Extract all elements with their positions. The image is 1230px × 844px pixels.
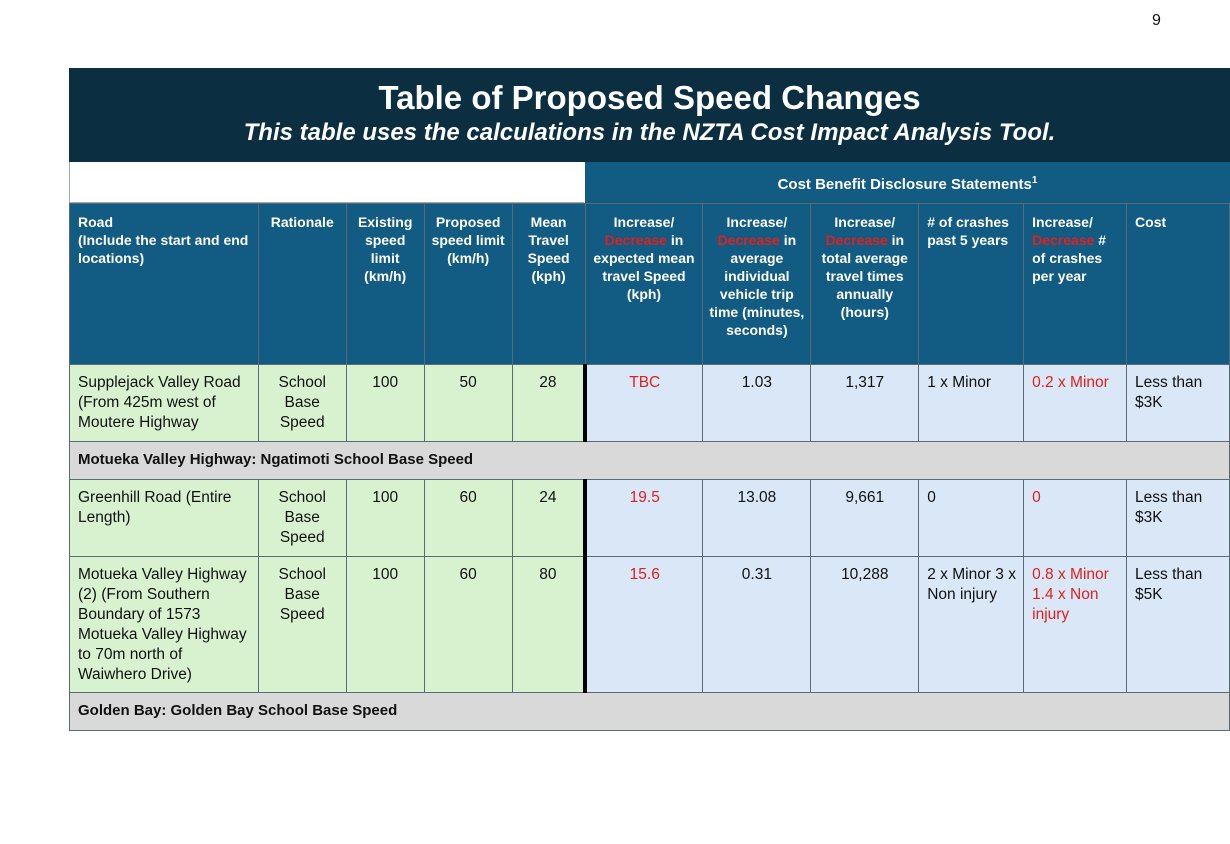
section-heading: Motueka Valley Highway: Ngatimoti School… (69, 441, 1230, 480)
cell-increase-trip: 1.03 (702, 364, 812, 442)
header-increase-rest: in total average travel times annually (… (821, 232, 908, 320)
section-heading: Golden Bay: Golden Bay School Base Speed (69, 692, 1230, 731)
header-existing-speed: Existing speed limit (km/h) (345, 203, 425, 365)
cell-increase-total: 9,661 (810, 479, 920, 557)
header-decrease-label: Decrease (604, 232, 667, 248)
header-cost: Cost (1126, 203, 1230, 365)
cell-proposed: 60 (423, 556, 513, 693)
page-number: 9 (1152, 12, 1161, 29)
header-decrease-label: Decrease (1032, 232, 1095, 248)
header-increase-rest: in expected mean travel Speed (kph) (593, 232, 695, 302)
cell-crashes: 1 x Minor (918, 364, 1025, 442)
cell-existing: 100 (345, 479, 425, 557)
header-increase-rest: in average individual vehicle trip time … (709, 232, 805, 338)
cell-proposed: 60 (423, 479, 513, 557)
cell-cost: Less than $5K (1126, 556, 1230, 693)
header-road-line1: Road (78, 214, 113, 230)
cell-proposed: 50 (423, 364, 513, 442)
header-row: Road (Include the start and end locations… (69, 203, 1230, 365)
header-increase-label: Increase/ (1032, 214, 1093, 230)
cell-rationale: School Base Speed (257, 556, 347, 693)
cell-increase-mean: TBC (583, 364, 704, 442)
header-increase-mean-speed: Increase/Decrease in expected mean trave… (584, 203, 704, 365)
header-road: Road (Include the start and end locations… (69, 203, 259, 365)
cell-cost: Less than $3K (1126, 364, 1230, 442)
speed-changes-table: Road (Include the start and end locations… (69, 203, 1230, 731)
footnote-marker: 1 (1031, 175, 1038, 186)
table-row: Motueka Valley Highway (2) (From Souther… (69, 556, 1230, 693)
header-increase-total-time: Increase/Decrease in total average trave… (810, 203, 920, 365)
header-rationale: Rationale (257, 203, 347, 365)
blank-header-cell (69, 162, 584, 203)
cell-increase-total: 10,288 (810, 556, 920, 693)
cost-benefit-heading: Cost Benefit Disclosure Statements1 (585, 162, 1230, 203)
table-title: Table of Proposed Speed Changes (378, 79, 921, 116)
table-banner: Table of Proposed Speed Changes This tab… (69, 68, 1230, 162)
cell-mean: 28 (511, 364, 586, 442)
cell-increase-total: 1,317 (810, 364, 920, 442)
header-increase-trip-time: Increase/Decrease in average individual … (702, 203, 812, 365)
header-crashes: # of crashes past 5 years (918, 203, 1025, 365)
section-row: Motueka Valley Highway: Ngatimoti School… (69, 441, 1230, 480)
header-increase-rest: # of crashes per year (1032, 232, 1107, 284)
header-increase-label: Increase/ (726, 214, 788, 230)
cell-rationale: School Base Speed (257, 479, 347, 557)
header-decrease-label: Decrease (825, 232, 888, 248)
cell-crashes: 0 (918, 479, 1025, 557)
cell-increase-mean: 15.6 (583, 556, 704, 693)
cell-road: Motueka Valley Highway (2) (From Souther… (69, 556, 259, 693)
cell-rationale: School Base Speed (257, 364, 347, 442)
table-subtitle: This table uses the calculations in the … (243, 119, 1056, 146)
cell-increase-trip: 0.31 (702, 556, 812, 693)
header-decrease-label: Decrease (717, 232, 780, 248)
header-mean-speed: Mean Travel Speed (kph) (511, 203, 586, 365)
cell-mean: 80 (511, 556, 586, 693)
cell-increase-crashes: 0 (1023, 479, 1128, 557)
header-road-line2: (Include the start and end locations) (78, 232, 249, 266)
cell-road: Greenhill Road (Entire Length) (69, 479, 259, 557)
section-row: Golden Bay: Golden Bay School Base Speed (69, 692, 1230, 731)
cell-increase-crashes: 0.8 x Minor 1.4 x Non injury (1023, 556, 1128, 693)
cell-increase-trip: 13.08 (702, 479, 812, 557)
cell-mean: 24 (511, 479, 586, 557)
table-row: Greenhill Road (Entire Length) School Ba… (69, 479, 1230, 557)
header-increase-label: Increase/ (834, 214, 896, 230)
cell-existing: 100 (345, 556, 425, 693)
header-increase-label: Increase/ (613, 214, 675, 230)
cell-existing: 100 (345, 364, 425, 442)
cell-increase-crashes: 0.2 x Minor (1023, 364, 1128, 442)
table-row: Supplejack Valley Road (From 425m west o… (69, 364, 1230, 442)
header-proposed-speed: Proposed speed limit (km/h) (423, 203, 513, 365)
header-increase-crashes: Increase/Decrease # of crashes per year (1023, 203, 1128, 365)
cell-cost: Less than $3K (1126, 479, 1230, 557)
cell-crashes: 2 x Minor 3 x Non injury (918, 556, 1025, 693)
cost-benefit-heading-text: Cost Benefit Disclosure Statements (777, 176, 1032, 193)
cell-increase-mean: 19.5 (583, 479, 704, 557)
cell-road: Supplejack Valley Road (From 425m west o… (69, 364, 259, 442)
